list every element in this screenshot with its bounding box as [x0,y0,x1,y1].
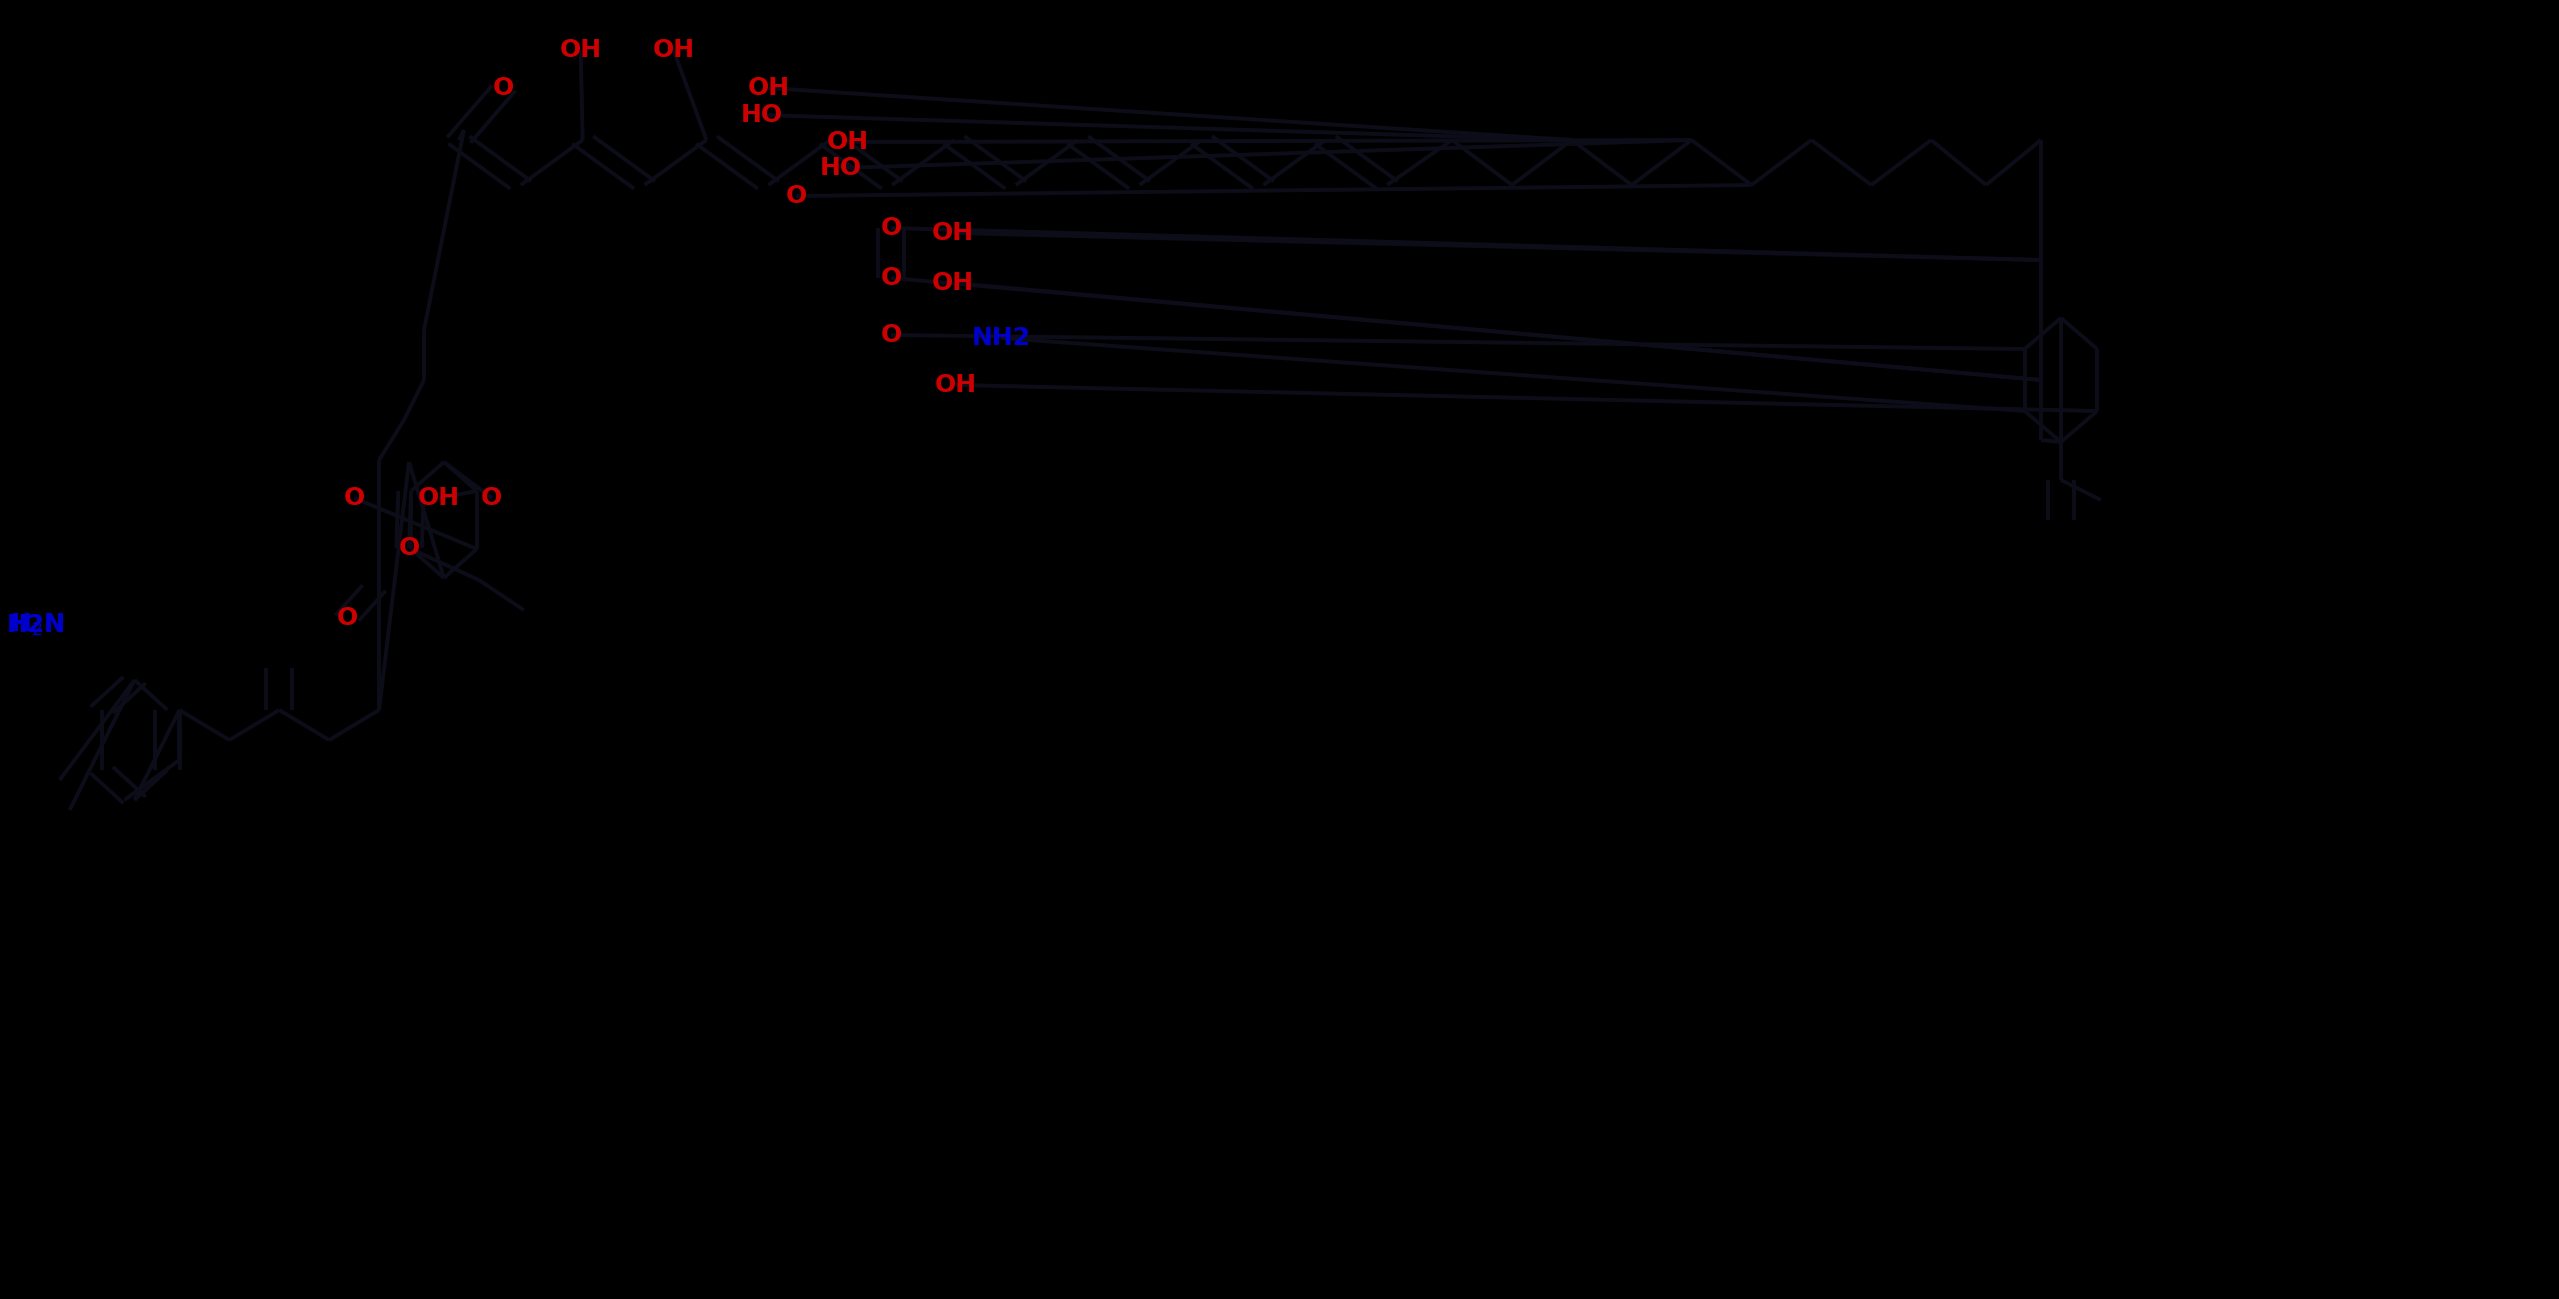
Text: HO: HO [819,156,862,181]
Text: H$_2$N: H$_2$N [10,612,64,638]
Text: OH: OH [931,221,975,246]
Text: OH: OH [560,38,601,62]
Text: OH: OH [827,130,870,155]
Text: OH: OH [934,373,978,397]
Text: OH: OH [931,271,975,295]
Text: HO: HO [740,103,783,127]
Text: O: O [880,323,901,347]
Text: OH: OH [417,486,461,511]
Text: OH: OH [747,77,788,100]
Text: OH: OH [653,38,693,62]
Text: H2N: H2N [8,613,67,637]
Text: O: O [399,536,420,560]
Text: O: O [481,486,502,511]
Text: O: O [335,607,358,630]
Text: O: O [494,77,514,100]
Text: O: O [786,184,806,208]
Text: O: O [343,486,366,511]
Text: NH2: NH2 [972,326,1031,349]
Text: O: O [880,216,901,240]
Text: O: O [880,266,901,290]
